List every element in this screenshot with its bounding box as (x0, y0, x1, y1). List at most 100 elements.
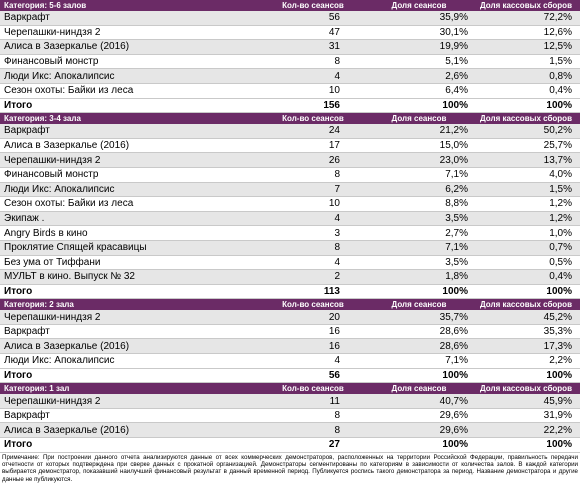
film-title: Варкрафт (0, 408, 260, 424)
footnote: Примечание: При построении данного отчет… (2, 453, 578, 483)
table-row: Варкрафт 16 28,6% 35,3% (0, 324, 580, 340)
sessions-count: 8 (260, 408, 366, 424)
table-row: Алиса в Зазеркалье (2016) 8 29,6% 22,2% (0, 422, 580, 439)
sessions-share: 35,7% (366, 310, 472, 325)
boxoffice-share: 1,0% (472, 225, 580, 241)
table-row: Алиса в Зазеркалье (2016) 31 19,9% 12,5% (0, 39, 580, 55)
boxoffice-share: 2,2% (472, 353, 580, 369)
column-header-sessions: Кол-во сеансов (260, 382, 366, 395)
film-title: Люди Икс: Апокалипсис (0, 353, 260, 369)
film-title: Экипаж . (0, 211, 260, 227)
total-label: Итого (0, 437, 260, 453)
sessions-share: 7,1% (366, 240, 472, 256)
table-row: Angry Birds в кино 3 2,7% 1,0% (0, 225, 580, 241)
boxoffice-share: 17,3% (472, 338, 580, 355)
sessions-count: 4 (260, 68, 366, 84)
boxoffice-share: 12,6% (472, 25, 580, 41)
sessions-share: 8,8% (366, 196, 472, 212)
boxoffice-share: 1,5% (472, 54, 580, 70)
category-header: Категория: 1 зал Кол-во сеансов Доля сеанс… (0, 382, 580, 395)
total-sessions: 27 (260, 437, 366, 453)
column-header-sessions: Кол-во сеансов (260, 112, 366, 125)
table-row: Без ума от Тиффани 4 3,5% 0,5% (0, 255, 580, 271)
table-row: Черепашки-ниндзя 2 47 30,1% 12,6% (0, 25, 580, 41)
boxoffice-share: 0,7% (472, 240, 580, 256)
film-title: Черепашки-ниндзя 2 (0, 310, 260, 325)
boxoffice-share: 72,2% (472, 11, 580, 26)
total-share: 100% (366, 368, 472, 384)
table-row: Финансовый монстр 8 5,1% 1,5% (0, 54, 580, 70)
table-row: Черепашки-ниндзя 2 20 35,7% 45,2% (0, 310, 580, 325)
table-row: Сезон охоты: Байки из леса 10 8,8% 1,2% (0, 196, 580, 212)
sessions-count: 7 (260, 182, 366, 198)
sessions-count: 16 (260, 338, 366, 355)
sessions-share: 28,6% (366, 338, 472, 355)
total-share: 100% (366, 437, 472, 453)
category-title: Категория: 5-6 залов (0, 0, 260, 11)
sessions-report-table: Категория: 5-6 залов Кол-во сеансов Доля с… (0, 0, 580, 453)
column-header-boxoffice: Доля кассовых сборов (472, 382, 580, 395)
total-boxoffice: 100% (472, 437, 580, 453)
sessions-share: 3,5% (366, 211, 472, 227)
sessions-count: 4 (260, 211, 366, 227)
column-header-boxoffice: Доля кассовых сборов (472, 298, 580, 311)
sessions-share: 30,1% (366, 25, 472, 41)
column-header-boxoffice: Доля кассовых сборов (472, 112, 580, 125)
sessions-count: 11 (260, 394, 366, 409)
sessions-share: 28,6% (366, 324, 472, 340)
sessions-share: 6,4% (366, 83, 472, 99)
sessions-share: 5,1% (366, 54, 472, 70)
total-boxoffice: 100% (472, 284, 580, 300)
sessions-share: 7,1% (366, 167, 472, 183)
film-title: Черепашки-ниндзя 2 (0, 394, 260, 409)
boxoffice-share: 0,4% (472, 83, 580, 99)
table-row: Черепашки-ниндзя 2 11 40,7% 45,9% (0, 394, 580, 409)
table-row: Проклятие Спящей красавицы 8 7,1% 0,7% (0, 240, 580, 256)
film-title: МУЛЬТ в кино. Выпуск № 32 (0, 269, 260, 285)
category-header: Категория: 5-6 залов Кол-во сеансов Доля с… (0, 0, 580, 11)
category-title: Категория: 1 зал (0, 382, 260, 395)
sessions-share: 40,7% (366, 394, 472, 409)
sessions-count: 17 (260, 138, 366, 154)
table-row: Экипаж . 4 3,5% 1,2% (0, 211, 580, 227)
boxoffice-share: 12,5% (472, 39, 580, 55)
sessions-count: 26 (260, 152, 366, 168)
category-title: Категория: 3-4 зала (0, 112, 260, 125)
column-header-share: Доля сеансов (366, 298, 472, 311)
sessions-count: 8 (260, 167, 366, 183)
column-header-sessions: Кол-во сеансов (260, 298, 366, 311)
total-sessions: 113 (260, 284, 366, 300)
sessions-share: 2,6% (366, 68, 472, 84)
category-title: Категория: 2 зала (0, 298, 260, 311)
total-row: Итого 56 100% 100% (0, 368, 580, 384)
boxoffice-share: 45,9% (472, 394, 580, 409)
film-title: Сезон охоты: Байки из леса (0, 196, 260, 212)
boxoffice-share: 0,5% (472, 255, 580, 271)
category-header: Категория: 3-4 зала Кол-во сеансов Доля се… (0, 112, 580, 125)
film-title: Алиса в Зазеркалье (2016) (0, 39, 260, 55)
boxoffice-share: 25,7% (472, 138, 580, 154)
sessions-share: 29,6% (366, 422, 472, 439)
film-title: Черепашки-ниндзя 2 (0, 152, 260, 168)
boxoffice-share: 0,8% (472, 68, 580, 84)
sessions-count: 4 (260, 353, 366, 369)
film-title: Алиса в Зазеркалье (2016) (0, 338, 260, 355)
sessions-share: 2,7% (366, 225, 472, 241)
total-share: 100% (366, 98, 472, 114)
boxoffice-share: 1,2% (472, 211, 580, 227)
total-row: Итого 27 100% 100% (0, 437, 580, 453)
total-label: Итого (0, 284, 260, 300)
column-header-share: Доля сеансов (366, 382, 472, 395)
sessions-count: 8 (260, 422, 366, 439)
sessions-count: 8 (260, 240, 366, 256)
film-title: Алиса в Зазеркалье (2016) (0, 138, 260, 154)
film-title: Финансовый монстр (0, 54, 260, 70)
sessions-share: 1,8% (366, 269, 472, 285)
sessions-count: 3 (260, 225, 366, 241)
sessions-share: 19,9% (366, 39, 472, 55)
total-row: Итого 113 100% 100% (0, 284, 580, 300)
sessions-count: 56 (260, 11, 366, 26)
film-title: Angry Birds в кино (0, 225, 260, 241)
total-boxoffice: 100% (472, 368, 580, 384)
boxoffice-share: 0,4% (472, 269, 580, 285)
